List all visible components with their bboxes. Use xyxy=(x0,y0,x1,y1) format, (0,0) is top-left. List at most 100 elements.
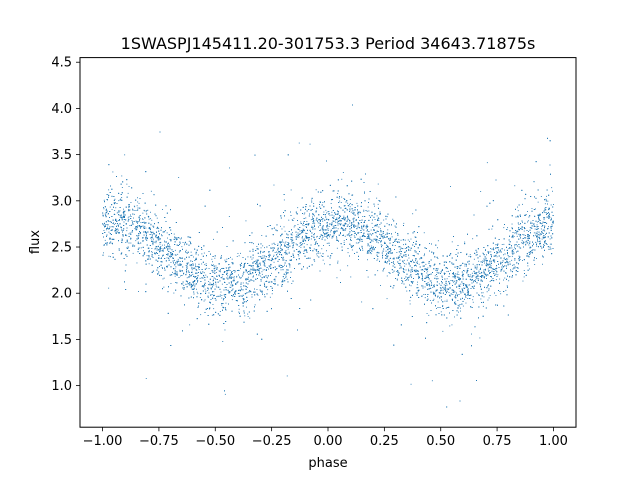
data-point xyxy=(490,251,492,253)
data-point xyxy=(228,264,230,265)
data-point xyxy=(293,217,295,219)
data-point xyxy=(145,236,146,238)
data-point xyxy=(250,291,252,293)
data-point xyxy=(492,268,494,270)
data-point xyxy=(455,295,456,297)
data-point xyxy=(223,278,225,280)
data-point xyxy=(281,241,283,243)
data-point xyxy=(228,216,230,217)
data-point xyxy=(548,214,550,216)
data-point xyxy=(545,233,546,235)
data-point xyxy=(528,234,529,236)
data-point xyxy=(398,241,400,243)
data-point xyxy=(305,240,307,242)
data-point xyxy=(137,226,138,228)
data-point xyxy=(166,247,167,249)
data-point xyxy=(550,204,552,206)
data-point xyxy=(135,240,137,242)
data-point xyxy=(507,227,508,229)
data-point xyxy=(420,269,422,271)
data-point xyxy=(383,248,384,250)
data-point xyxy=(481,275,483,277)
data-point xyxy=(128,233,130,235)
data-point xyxy=(404,280,406,281)
data-point xyxy=(327,237,328,239)
data-point xyxy=(259,289,261,291)
data-point xyxy=(344,223,345,225)
data-point xyxy=(118,220,120,221)
data-point xyxy=(238,311,240,313)
data-point xyxy=(512,268,514,270)
data-point xyxy=(247,272,248,274)
data-point xyxy=(142,218,143,220)
data-point xyxy=(303,213,305,215)
data-point xyxy=(478,278,480,280)
data-point xyxy=(152,244,154,246)
data-point xyxy=(218,263,220,265)
data-point xyxy=(515,232,517,234)
data-point xyxy=(247,256,249,258)
data-point xyxy=(361,301,363,303)
data-point xyxy=(544,203,546,205)
data-point xyxy=(132,208,133,210)
data-point xyxy=(126,183,128,185)
data-point xyxy=(150,211,151,213)
data-point xyxy=(496,247,498,248)
data-point xyxy=(108,231,110,233)
data-point xyxy=(262,245,264,247)
data-point xyxy=(175,266,177,268)
data-point xyxy=(106,228,107,229)
data-point xyxy=(460,307,461,309)
data-point xyxy=(289,266,291,268)
data-point xyxy=(495,268,497,269)
data-point xyxy=(150,229,151,231)
data-point xyxy=(330,223,332,225)
data-point xyxy=(386,253,387,255)
data-point xyxy=(362,216,364,217)
data-point xyxy=(215,265,217,267)
data-point xyxy=(250,268,252,270)
data-point xyxy=(181,246,183,248)
data-point xyxy=(503,257,505,259)
data-point xyxy=(192,261,193,262)
data-point xyxy=(221,297,223,299)
data-point xyxy=(143,250,144,252)
data-point xyxy=(435,289,437,291)
data-point xyxy=(188,240,190,242)
data-point xyxy=(113,223,115,225)
data-point xyxy=(108,287,110,289)
data-point xyxy=(361,245,363,247)
data-point xyxy=(273,261,275,263)
data-point xyxy=(224,282,226,283)
data-point xyxy=(417,292,419,294)
data-point xyxy=(522,242,524,244)
data-point xyxy=(269,296,271,298)
data-point xyxy=(519,257,520,258)
data-point xyxy=(134,245,136,247)
data-point xyxy=(408,246,410,248)
data-point xyxy=(164,244,165,246)
data-point xyxy=(433,284,435,286)
data-point xyxy=(472,286,474,288)
data-point xyxy=(376,215,378,217)
data-point xyxy=(518,246,520,248)
data-point xyxy=(240,268,241,270)
data-point xyxy=(461,291,463,293)
data-point xyxy=(288,244,289,245)
data-point xyxy=(381,244,383,246)
data-point xyxy=(396,279,398,281)
data-point xyxy=(458,311,459,313)
data-point xyxy=(442,289,444,291)
data-point xyxy=(284,230,286,232)
data-point xyxy=(216,296,218,298)
data-point xyxy=(473,275,475,277)
data-point xyxy=(145,227,147,229)
data-point xyxy=(405,269,407,271)
data-point xyxy=(487,268,489,270)
data-point xyxy=(486,254,487,256)
data-point xyxy=(426,272,428,274)
data-point xyxy=(467,293,469,295)
data-point xyxy=(370,229,372,231)
data-point xyxy=(537,236,539,238)
data-point xyxy=(402,248,404,250)
